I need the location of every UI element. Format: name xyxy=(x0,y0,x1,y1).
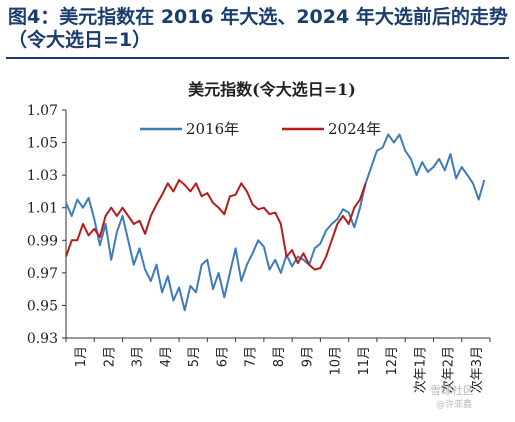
y-tick-label: 1.01 xyxy=(27,201,58,217)
series-line-2016 xyxy=(65,133,486,312)
x-tick-label: 10月 xyxy=(329,346,344,376)
y-tick-label: 0.93 xyxy=(27,331,58,347)
y-axis: 0.93 0.95 0.97 0.99 1.01 1.03 1.05 1.07 xyxy=(27,103,67,347)
x-tick-label: 7月 xyxy=(244,346,259,367)
y-tick-label: 0.95 xyxy=(27,298,58,314)
x-tick-label: 5月 xyxy=(187,346,202,367)
x-tick-label: 1月 xyxy=(74,346,89,367)
x-tick-label: 9月 xyxy=(300,346,315,367)
title-divider xyxy=(6,57,509,59)
x-tick-label: 3月 xyxy=(131,346,146,367)
y-tick-label: 1.07 xyxy=(27,103,58,119)
x-tick-label: 次年2月 xyxy=(441,346,457,393)
legend-label: 2016年 xyxy=(186,120,239,138)
y-tick-label: 0.99 xyxy=(27,233,58,249)
watermark-text: 雪球社区 xyxy=(430,384,474,397)
legend: 2016年 2024年 xyxy=(140,120,381,138)
x-tick-label: 次年3月 xyxy=(469,346,485,393)
x-tick-label: 11月 xyxy=(357,346,372,376)
series-layer xyxy=(65,133,486,312)
x-tick-label: 8月 xyxy=(272,346,287,367)
chart-title: 美元指数(令大选日=1) xyxy=(188,80,356,99)
x-tick-label: 4月 xyxy=(159,346,174,367)
y-tick-label: 1.05 xyxy=(27,136,58,152)
figure-title: 图4：美元指数在 2016 年大选、2024 年大选前后的走势（令大选日=1） xyxy=(8,6,508,51)
x-tick-label: 6月 xyxy=(215,346,230,367)
y-tick-label: 0.97 xyxy=(27,266,58,282)
x-tick-label: 次年1月 xyxy=(412,346,428,393)
x-axis: 1月 2月 3月 4月 5月 6月 7月 8月 9月 10月 11月 12月 次年1月 次年2月 次年3月 xyxy=(65,337,491,393)
watermark-author: @许亚鑫 xyxy=(436,400,473,410)
legend-label: 2024年 xyxy=(328,120,381,138)
watermark: 雪球社区 @许亚鑫 xyxy=(430,384,474,412)
series-line-2024 xyxy=(65,179,367,271)
x-tick-label: 12月 xyxy=(385,346,400,376)
x-tick-label: 2月 xyxy=(102,346,117,367)
y-tick-label: 1.03 xyxy=(27,168,58,184)
